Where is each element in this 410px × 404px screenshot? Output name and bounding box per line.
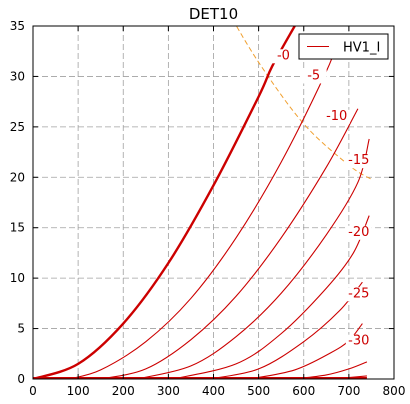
curve-gridminus-30 [249,323,363,379]
curve-label-bg [270,49,297,64]
y-tick-label: 5 [17,322,25,336]
axes: 0 100 200 300 400 500 600 700 800 0 5 10 15 20 25 30 35 [10,19,406,398]
curve-label-bg [345,334,372,349]
x-tick-label: 800 [383,384,406,398]
y-tick-label: 25 [10,120,25,134]
x-tick-label: 600 [292,384,315,398]
curve-label-bg [345,287,372,302]
x-tick-label: 100 [67,384,90,398]
grid [33,26,394,379]
curve-gridminus-20 [172,215,370,379]
x-tick-label: 400 [202,384,225,398]
curve-label: -30 [348,334,369,349]
curve-label-bg [323,109,350,124]
x-tick-label: 500 [247,384,270,398]
curve-label: -0 [277,48,290,63]
y-tick-label: 15 [10,221,25,235]
x-tick-label: 0 [29,384,37,398]
y-tick-label: 10 [10,271,25,285]
x-tick-label: 300 [157,384,180,398]
curve-label: -20 [348,225,369,240]
curve-label: -15 [348,153,369,168]
curve-gridminus-15 [136,138,370,379]
curve-gridminus-0 [33,26,296,379]
y-tick-label: 35 [10,19,25,33]
legend-entry: HV1_I [343,41,380,56]
curve-label-bg [345,225,372,240]
y-tick-label: 0 [17,372,25,386]
curve-group [33,26,372,379]
curve-label: -25 [348,286,369,301]
curve-unlabeled-7 [294,361,368,379]
chart-title: DET10 [189,5,238,23]
curve-label: -5 [307,68,320,83]
curve-label: -10 [326,109,347,124]
curve-label-bg [345,154,372,169]
x-tick-label: 700 [337,384,360,398]
curve-label-bg [300,69,327,84]
plot-area: -0 -5 -10 -15 -20 -25 -30 [33,26,372,379]
load-line [235,26,372,180]
curve-gridminus-25 [208,281,363,379]
x-tick-label: 200 [112,384,135,398]
y-tick-label: 20 [10,170,25,184]
curve-gridminus-10 [100,108,359,379]
y-tick-label: 30 [10,69,25,83]
legend: HV1_I [298,33,389,60]
